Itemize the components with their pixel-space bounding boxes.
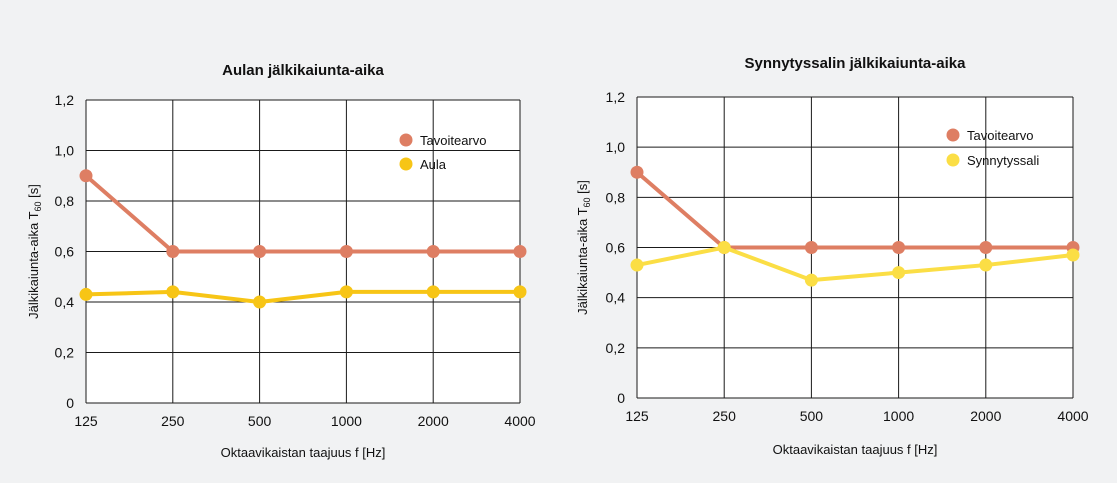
y-tick-label: 0 — [617, 390, 625, 406]
y-axis-label-main: Jälkikaiunta-aika T — [26, 211, 41, 318]
x-tick-label: 250 — [713, 408, 737, 424]
data-point-target — [630, 165, 644, 179]
y-tick-label: 0,2 — [606, 340, 626, 356]
legend-marker-aula — [399, 157, 413, 171]
data-point-target — [166, 245, 180, 258]
y-axis-label: Jälkikaiunta-aika T60 [s] — [575, 180, 592, 315]
data-point-target — [253, 245, 267, 258]
y-tick-label: 1,2 — [55, 92, 75, 108]
y-axis-label-subscript: 60 — [33, 201, 43, 211]
y-tick-label: 0,8 — [606, 189, 626, 205]
data-point-synnytyssali — [979, 258, 993, 272]
x-tick-label: 125 — [625, 408, 649, 424]
data-point-target — [892, 241, 906, 254]
x-tick-label: 2000 — [970, 408, 1001, 424]
y-axis-label-main: Jälkikaiunta-aika T — [575, 207, 590, 314]
y-tick-label: 1,0 — [55, 143, 75, 159]
y-tick-label: 1,0 — [606, 139, 626, 155]
series-line-aula — [85, 289, 520, 304]
chart-title: Synnytyssalin jälkikaiunta-aika — [745, 55, 967, 72]
chart-title: Aulan jälkikaiunta-aika — [222, 62, 384, 79]
data-point-synnytyssali — [804, 273, 818, 287]
x-axis-label: Oktaavikaistan taajuus f [Hz] — [773, 442, 938, 457]
legend-label: Tavoitearvo — [420, 133, 486, 148]
x-tick-label: 1000 — [331, 413, 362, 429]
x-axis-label: Oktaavikaistan taajuus f [Hz] — [221, 445, 386, 460]
data-point-aula — [426, 285, 440, 299]
chart-synnytyssali: Synnytyssalin jälkikaiunta-aika 0 0,2 0,4 0,… — [555, 0, 1117, 483]
legend-marker-synnytyssali — [946, 153, 960, 167]
y-tick-label: 0,4 — [55, 294, 75, 310]
y-axis-label-unit: [s] — [575, 180, 590, 197]
legend-label: Aula — [420, 157, 447, 172]
chart-aula-svg: Aulan jälkikaiunta-aika 0 0,2 0,4 0,6 0,8 1,0 1… — [26, 62, 536, 460]
legend-label: Synnytyssali — [967, 153, 1039, 168]
data-point-aula — [513, 285, 527, 299]
data-point-target — [426, 245, 440, 258]
data-point-target — [339, 245, 353, 258]
data-point-target — [979, 241, 993, 254]
y-tick-label: 0,2 — [55, 345, 75, 361]
data-point-synnytyssali — [1066, 248, 1080, 262]
y-tick-label: 0,6 — [606, 240, 626, 256]
data-point-target — [79, 169, 93, 183]
y-tick-label: 0,6 — [55, 244, 75, 260]
x-tick-label: 4000 — [504, 413, 535, 429]
y-tick-label: 1,2 — [606, 89, 626, 105]
y-tick-label: 0,4 — [606, 290, 626, 306]
data-point-target — [804, 241, 818, 254]
chart-synnytyssali-svg: Synnytyssalin jälkikaiunta-aika 0 0,2 0,4 0,… — [575, 55, 1089, 457]
data-point-target — [513, 245, 527, 258]
y-axis-label-unit: [s] — [26, 184, 41, 201]
data-point-aula — [253, 295, 267, 309]
data-point-synnytyssali — [717, 241, 731, 254]
x-tick-label: 250 — [161, 413, 185, 429]
x-tick-label: 500 — [248, 413, 272, 429]
x-tick-label: 2000 — [418, 413, 449, 429]
data-point-synnytyssali — [892, 266, 906, 280]
data-point-aula — [79, 287, 93, 301]
x-tick-label: 4000 — [1057, 408, 1088, 424]
series-line-target — [84, 174, 520, 254]
legend-marker-target — [946, 128, 960, 142]
y-axis-label: Jälkikaiunta-aika T60 [s] — [26, 184, 43, 319]
data-point-synnytyssali — [630, 258, 644, 272]
data-point-aula — [166, 285, 180, 299]
legend-label: Tavoitearvo — [967, 128, 1033, 143]
y-tick-label: 0,8 — [55, 193, 75, 209]
x-tick-label: 500 — [800, 408, 824, 424]
x-tick-label: 1000 — [883, 408, 914, 424]
x-tick-label: 125 — [74, 413, 98, 429]
legend-marker-target — [399, 133, 413, 147]
chart-aula: Aulan jälkikaiunta-aika 0 0,2 0,4 0,6 0,8 1,0 1… — [26, 62, 536, 460]
y-tick-label: 0 — [66, 395, 74, 411]
series-line-synnytyssali — [636, 245, 1074, 283]
y-axis-label-subscript: 60 — [582, 197, 592, 207]
series-line-target — [635, 170, 1073, 250]
data-point-aula — [339, 285, 353, 299]
